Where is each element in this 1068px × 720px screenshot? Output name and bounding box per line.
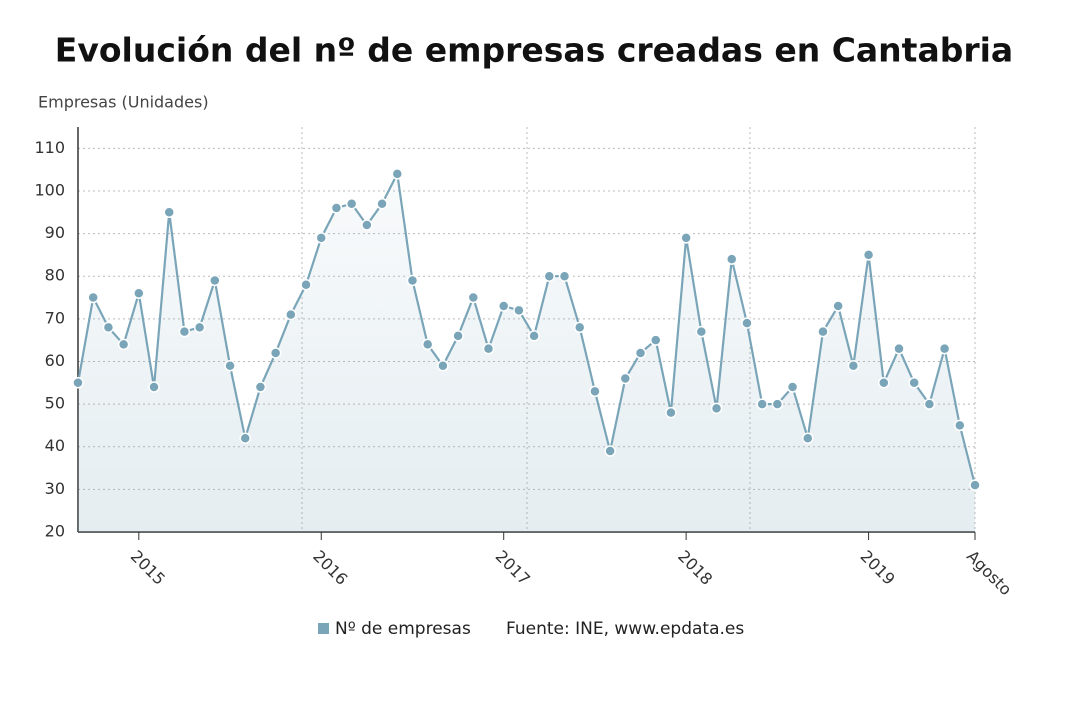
point [634, 347, 647, 359]
y-tick-label: 110 [34, 138, 65, 157]
point [832, 300, 844, 312]
area [78, 173, 975, 533]
point [315, 232, 328, 244]
legend-label: Nº de empresas [335, 619, 471, 639]
point [862, 249, 875, 261]
point [239, 432, 251, 444]
point [497, 300, 510, 312]
point [619, 372, 632, 385]
point [786, 381, 799, 393]
x-tick-label: 2016 [309, 547, 351, 589]
x-tick-label: 2017 [492, 547, 534, 589]
point [421, 338, 434, 351]
point [665, 406, 677, 419]
point [893, 342, 905, 355]
point [209, 274, 221, 287]
point [163, 206, 175, 219]
point [802, 432, 814, 444]
point [528, 330, 540, 342]
x-tick-label: 2015 [127, 547, 169, 589]
chart-title: Evolución del nº de empresas creadas en … [55, 31, 1013, 70]
point [269, 347, 282, 359]
x-tick-label: 2018 [674, 547, 716, 589]
point [543, 270, 556, 282]
point [513, 304, 525, 317]
point [117, 338, 130, 351]
point [710, 402, 723, 415]
point [437, 359, 449, 372]
y-tick-label: 70 [45, 308, 65, 327]
y-tick-label: 40 [45, 436, 65, 455]
point [969, 479, 981, 491]
point [954, 419, 966, 432]
point [345, 197, 358, 210]
point [376, 197, 388, 210]
point [102, 321, 115, 334]
point [330, 202, 343, 214]
point [285, 308, 297, 321]
point [148, 381, 160, 393]
y-tick-label: 30 [45, 479, 65, 498]
x-tick-label: Agosto [963, 547, 1016, 600]
point [771, 398, 784, 410]
point [649, 334, 662, 346]
point [300, 278, 312, 291]
point [878, 377, 890, 389]
point [391, 168, 404, 180]
y-tick-label: 80 [45, 266, 65, 285]
point [680, 232, 692, 244]
point [725, 253, 738, 265]
point [178, 325, 191, 338]
point [406, 274, 419, 287]
point [923, 398, 936, 410]
y-tick-label: 90 [45, 223, 65, 242]
point [224, 359, 236, 372]
point [361, 219, 373, 231]
point [467, 291, 480, 304]
point [193, 321, 206, 334]
point [695, 325, 708, 338]
point [452, 330, 464, 342]
y-tick-label: 20 [45, 522, 65, 541]
legend-swatch [318, 623, 329, 634]
point [254, 381, 267, 393]
y-tick-label: 100 [34, 180, 65, 199]
point [741, 317, 753, 329]
point [589, 385, 601, 398]
point [604, 445, 616, 457]
point [817, 325, 829, 338]
point [133, 287, 145, 300]
y-tick-label: 50 [45, 394, 65, 413]
point [908, 377, 920, 389]
x-tick-label: 2019 [857, 547, 899, 589]
point [847, 359, 860, 372]
y-axis-label: Empresas (Unidades) [38, 93, 209, 112]
point [72, 377, 84, 389]
source: Fuente: INE, www.epdata.es [506, 619, 744, 639]
point [482, 342, 495, 355]
point [756, 398, 768, 410]
point [558, 270, 571, 282]
point [938, 342, 951, 355]
point [573, 321, 586, 334]
y-tick-label: 60 [45, 351, 65, 370]
point [87, 291, 99, 304]
